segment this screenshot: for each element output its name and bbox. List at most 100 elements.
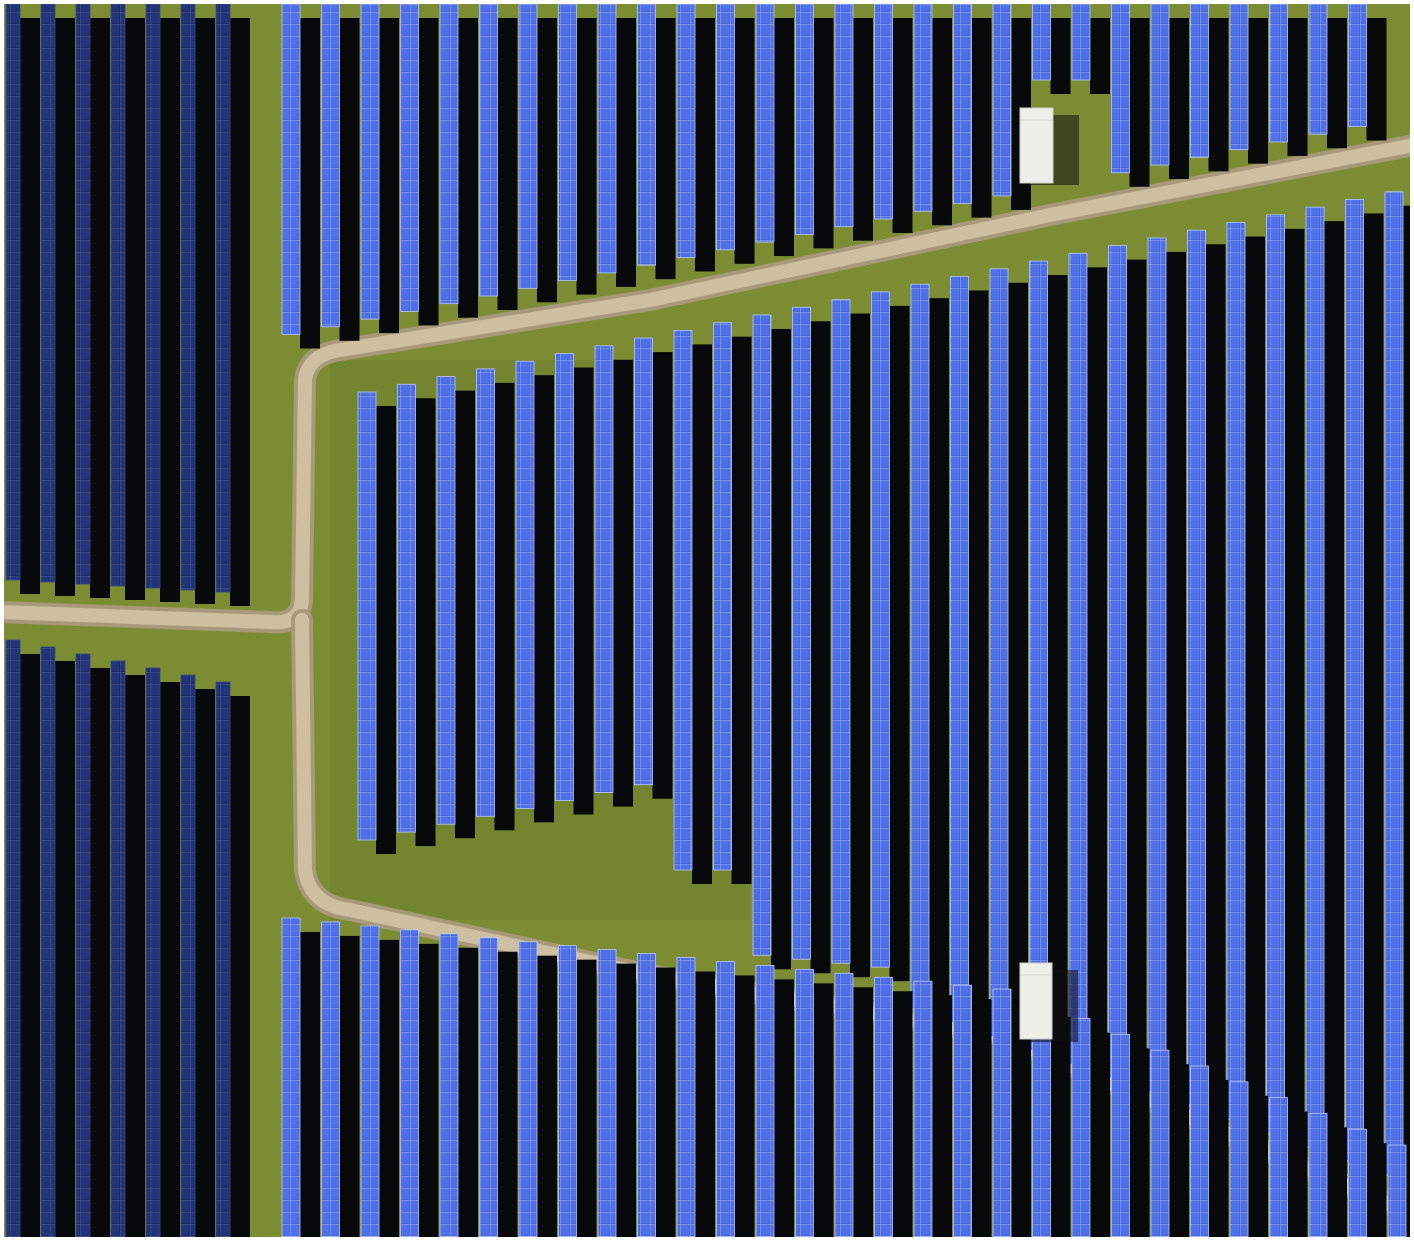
panel-shadow [1248, 18, 1268, 164]
solar-panel-row [1150, 1049, 1170, 1238]
panel-shadow [892, 991, 913, 1241]
panel-shadow [1287, 1111, 1308, 1241]
shed-icon [1019, 962, 1078, 1042]
panel-shadow [534, 375, 554, 823]
panel-shadow [1090, 18, 1110, 94]
solar-panel-row [40, 3, 56, 583]
panel-shadow [1366, 1143, 1387, 1241]
solar-panel-row [953, 3, 972, 204]
solar-panel-row [834, 972, 854, 1238]
panel-shadow [1208, 18, 1229, 172]
panel-shadow [415, 398, 436, 847]
panel-shadow [971, 999, 992, 1241]
panel-shadow [300, 932, 320, 1241]
solar-panel-row [281, 917, 301, 1238]
panel-shadow [418, 943, 439, 1241]
panel-shadow [497, 951, 518, 1241]
solar-panel-row [1226, 222, 1246, 1120]
solar-panel-row [755, 965, 775, 1238]
solar-panel-row [479, 937, 498, 1238]
solar-panel-row [913, 980, 933, 1238]
solar-panel-row [1150, 3, 1170, 166]
solar-panel-row [594, 345, 614, 794]
panel-shadow [379, 939, 399, 1241]
solar-panel-row [360, 3, 380, 320]
panel-shadow [230, 18, 250, 606]
solar-panel-row [1308, 1113, 1328, 1238]
solar-panel-row [992, 3, 1012, 197]
panel-shadow [125, 18, 145, 600]
solar-panel-row [716, 3, 735, 251]
panel-shadow [889, 305, 910, 982]
solar-panel-row [1029, 260, 1048, 1051]
solar-panel-row [597, 949, 617, 1238]
panel-shadow [1169, 1064, 1189, 1241]
panel-shadow [1205, 244, 1226, 1120]
solar-panel-row [953, 984, 972, 1238]
panel-shadow [1248, 1095, 1268, 1241]
panel-shadow [55, 661, 75, 1241]
panel-shadow [613, 359, 633, 807]
panel-shadow [1245, 236, 1265, 1134]
panel-shadow [1324, 221, 1344, 1162]
panel-shadow [300, 18, 320, 349]
panel-shadow [692, 344, 712, 884]
panel-shadow [160, 18, 180, 602]
panel-shadow [339, 935, 360, 1241]
panel-shadow [576, 959, 597, 1241]
panel-shadow [1403, 205, 1414, 1190]
panel-shadow [731, 336, 752, 884]
panel-shadow [160, 682, 180, 1241]
solar-panel-row [215, 3, 231, 593]
panel-shadow [1208, 1080, 1229, 1241]
panel-shadow [230, 696, 250, 1241]
panel-shadow [850, 313, 870, 978]
solar-panel-row [518, 3, 538, 289]
solar-panel-row [476, 368, 495, 817]
dirt-paths [0, 134, 1414, 1226]
solar-panel-row [555, 353, 574, 801]
panel-shadow [616, 18, 636, 287]
solar-panel-row [1108, 245, 1127, 1079]
solar-panel-row [637, 953, 656, 1238]
panel-shadow [1327, 1127, 1347, 1241]
solar-panel-row [145, 667, 161, 1238]
solar-panel-row [755, 3, 775, 243]
panel-shadow [458, 18, 478, 318]
panel-shadow [418, 18, 439, 326]
panel-shadow [576, 18, 597, 295]
panel-shadow [1087, 267, 1107, 1079]
panel-shadow [1287, 18, 1308, 156]
panel-shadow [1366, 18, 1387, 141]
panel-rows [281, 3, 1414, 1241]
panel-shadow [339, 18, 360, 341]
solar-panel-row [676, 957, 696, 1238]
panel-shadow [497, 18, 518, 310]
solar-panel-row [1348, 1128, 1367, 1238]
panel-shadow [813, 983, 834, 1241]
solar-panel-row [400, 3, 419, 312]
panel-shadow [458, 947, 478, 1241]
solar-panel-row [1071, 3, 1091, 81]
solar-panel-row [874, 976, 893, 1238]
panel-shadow [734, 975, 755, 1241]
solar-panel-row [1111, 1034, 1130, 1238]
solar-panel-row [834, 3, 854, 228]
solar-panel-row [360, 925, 380, 1238]
solar-panel-row [1345, 199, 1364, 1162]
panel-shadow [55, 18, 75, 596]
shed-icon [1019, 107, 1079, 185]
panel-shadow [376, 406, 396, 854]
panel-shadow [20, 654, 40, 1241]
panel-shadow [1363, 213, 1384, 1175]
solar-panel-row [1147, 237, 1167, 1093]
panel-shadow [810, 321, 831, 974]
solar-panel-row [989, 268, 1009, 1037]
panel-shadow [968, 290, 989, 1037]
solar-panel-row [1190, 1065, 1209, 1238]
panel-shadow [695, 971, 715, 1241]
panel-shadow [20, 18, 40, 594]
panel-shadow [655, 967, 676, 1241]
panel-shadow [655, 18, 676, 280]
